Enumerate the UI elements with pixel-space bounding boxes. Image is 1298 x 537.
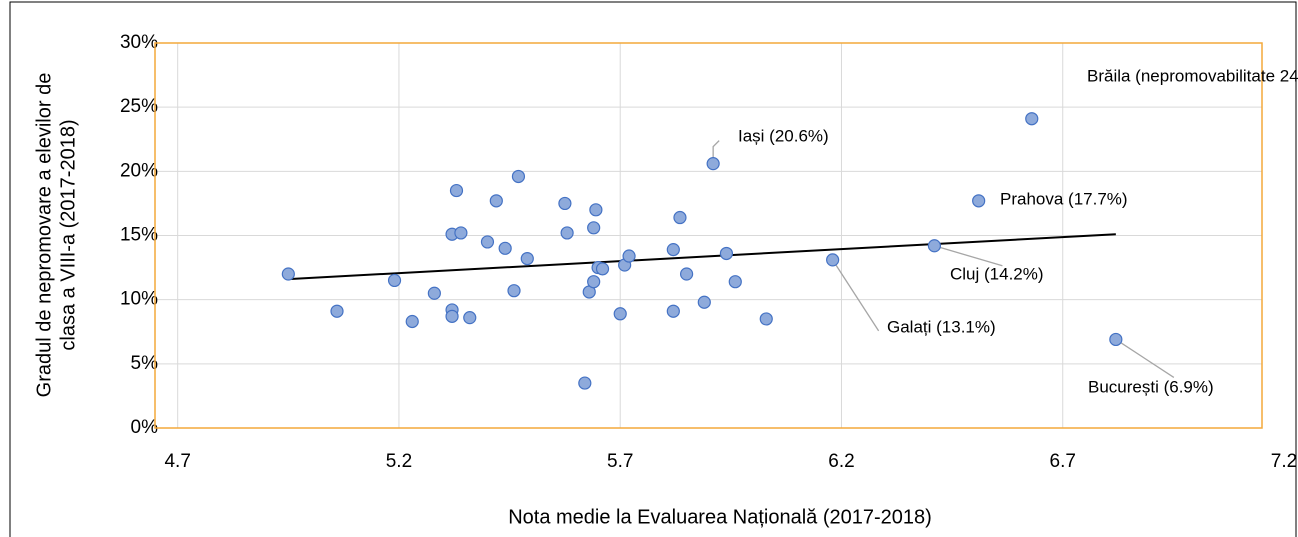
leader-line bbox=[832, 259, 880, 332]
point bbox=[595, 262, 610, 276]
x-tick-label: 7.2 bbox=[1271, 451, 1297, 472]
y-tick-label: 10% bbox=[120, 289, 158, 310]
y-tick-label: 20% bbox=[120, 160, 158, 181]
x-axis-title: Nota medie la Evaluarea Națională (2017-… bbox=[508, 506, 932, 528]
point bbox=[697, 295, 711, 309]
point bbox=[489, 194, 503, 208]
point bbox=[589, 203, 603, 217]
point bbox=[1109, 332, 1123, 347]
chart-frame bbox=[9, 1, 1297, 537]
annotation: București (6.9%) bbox=[1088, 377, 1214, 396]
y-axis-title: clasa a VIII-a (2017-2018) bbox=[57, 119, 79, 350]
point bbox=[560, 226, 574, 240]
point bbox=[719, 246, 734, 261]
x-tick-label: 4.7 bbox=[164, 451, 190, 472]
point bbox=[578, 376, 592, 390]
point bbox=[587, 221, 601, 235]
point bbox=[480, 235, 495, 249]
point bbox=[427, 286, 441, 300]
point bbox=[972, 194, 986, 208]
point bbox=[666, 243, 680, 257]
point bbox=[673, 210, 687, 225]
point bbox=[511, 169, 526, 184]
point bbox=[405, 314, 419, 329]
annotation: Iași (20.6%) bbox=[738, 126, 829, 145]
y-tick-label: 25% bbox=[120, 96, 158, 117]
plot-border bbox=[154, 42, 1263, 429]
leader-line bbox=[934, 245, 1003, 267]
point bbox=[463, 311, 477, 325]
point bbox=[445, 309, 459, 323]
point bbox=[666, 304, 680, 318]
point bbox=[826, 253, 840, 267]
y-axis-title: Gradul de nepromovare a elevilor de bbox=[33, 73, 55, 398]
y-tick-label: 0% bbox=[131, 417, 159, 438]
point bbox=[622, 249, 636, 263]
point bbox=[759, 312, 773, 326]
y-tick-label: 5% bbox=[131, 353, 159, 374]
x-tick-label: 6.7 bbox=[1050, 451, 1076, 472]
point bbox=[613, 307, 627, 321]
point bbox=[587, 275, 601, 289]
point bbox=[927, 239, 942, 253]
point bbox=[281, 267, 295, 281]
leader-line bbox=[1115, 338, 1175, 378]
point bbox=[520, 252, 534, 266]
annotation: Cluj (14.2%) bbox=[950, 264, 1044, 283]
point bbox=[728, 275, 742, 289]
point bbox=[449, 183, 464, 198]
point bbox=[507, 284, 521, 298]
point bbox=[330, 304, 344, 318]
point bbox=[387, 273, 402, 288]
x-tick-label: 5.7 bbox=[607, 451, 633, 472]
point bbox=[679, 267, 694, 281]
point bbox=[1025, 112, 1039, 126]
x-tick-label: 6.2 bbox=[828, 451, 854, 472]
annotation: Brăila (nepromovabilitate 24.1%) bbox=[1087, 66, 1298, 85]
annotation: Prahova (17.7%) bbox=[1000, 189, 1128, 208]
point bbox=[706, 157, 720, 171]
y-tick-label: 30% bbox=[120, 32, 158, 53]
point bbox=[558, 196, 572, 211]
point bbox=[498, 241, 512, 255]
trendline bbox=[288, 233, 1116, 281]
annotation: Galați (13.1%) bbox=[887, 317, 996, 336]
x-tick-label: 5.2 bbox=[386, 451, 412, 472]
point bbox=[454, 226, 468, 240]
y-tick-label: 15% bbox=[120, 225, 158, 246]
